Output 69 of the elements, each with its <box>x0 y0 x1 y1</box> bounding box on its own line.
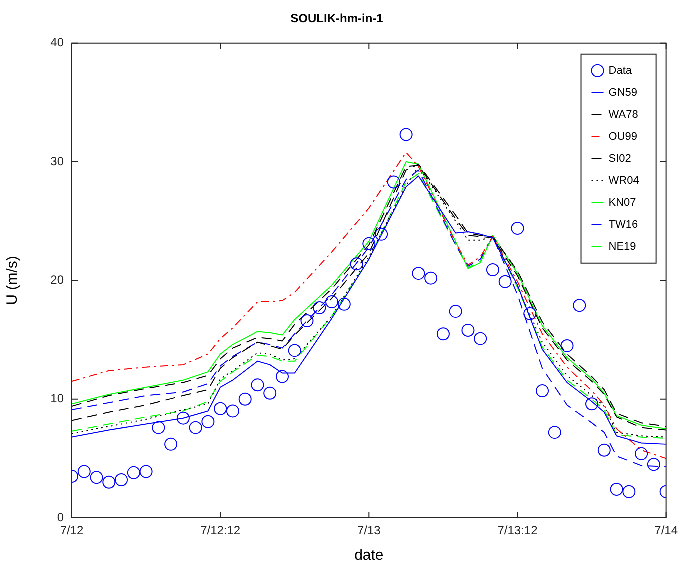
point <box>449 305 462 318</box>
y-tick-label: 30 <box>50 154 64 168</box>
x-axis-title: date <box>354 547 384 564</box>
x-tick-label: 7/13 <box>357 524 382 538</box>
point <box>276 370 289 384</box>
point <box>362 237 376 250</box>
point <box>647 458 660 472</box>
point <box>586 398 599 411</box>
point <box>598 444 611 457</box>
point <box>300 314 314 328</box>
point <box>486 264 500 277</box>
point <box>264 386 277 400</box>
point <box>238 392 252 406</box>
point <box>152 421 166 434</box>
y-tick-label: 10 <box>50 392 64 406</box>
legend-label: TW16 <box>608 218 638 231</box>
point <box>176 412 190 425</box>
point <box>436 328 450 341</box>
x-tick-label: 7/12 <box>60 524 84 538</box>
point <box>313 301 326 314</box>
point <box>189 421 202 434</box>
legend-label: OU99 <box>608 130 638 143</box>
point <box>140 465 153 478</box>
point <box>202 415 215 428</box>
point <box>387 176 400 189</box>
point <box>338 298 351 311</box>
y-axis-title: U (m/s) <box>4 256 22 306</box>
y-tick-label: 20 <box>50 273 64 288</box>
legend-label: NE19 <box>608 240 636 253</box>
point <box>115 474 128 487</box>
legend-label: KN07 <box>608 196 636 209</box>
point <box>214 402 228 416</box>
point <box>573 299 586 312</box>
point <box>78 465 91 478</box>
point <box>474 332 488 346</box>
point <box>462 324 475 338</box>
point <box>326 296 339 309</box>
y-tick-label: 40 <box>50 36 64 50</box>
point <box>412 267 426 280</box>
chart-title: SOULIK-hm-in-1 <box>290 12 384 26</box>
point <box>511 222 524 235</box>
point <box>226 404 240 418</box>
point <box>548 426 562 440</box>
point <box>424 272 438 285</box>
point <box>251 378 264 392</box>
legend-label: WA78 <box>608 108 638 121</box>
point <box>164 438 178 451</box>
point <box>635 447 648 460</box>
x-tick-label: 7/13:12 <box>498 524 538 538</box>
legend-label: Data <box>608 64 633 77</box>
y-tick-label: 0 <box>57 510 64 524</box>
point <box>622 485 636 498</box>
point <box>498 275 512 288</box>
x-tick-label: 7/12:12 <box>200 524 241 538</box>
point <box>127 466 140 480</box>
point <box>560 339 574 352</box>
point <box>524 307 537 320</box>
x-tick-label: 7/14 <box>654 524 678 538</box>
point <box>90 471 104 484</box>
legend-label: WR04 <box>608 174 640 187</box>
legend-label: SI02 <box>608 152 632 165</box>
point <box>375 228 388 241</box>
legend-label: GN59 <box>608 86 638 99</box>
point <box>610 483 624 496</box>
point <box>536 384 550 398</box>
point <box>350 258 364 271</box>
point <box>400 128 413 142</box>
point <box>288 344 302 358</box>
point <box>102 476 116 489</box>
